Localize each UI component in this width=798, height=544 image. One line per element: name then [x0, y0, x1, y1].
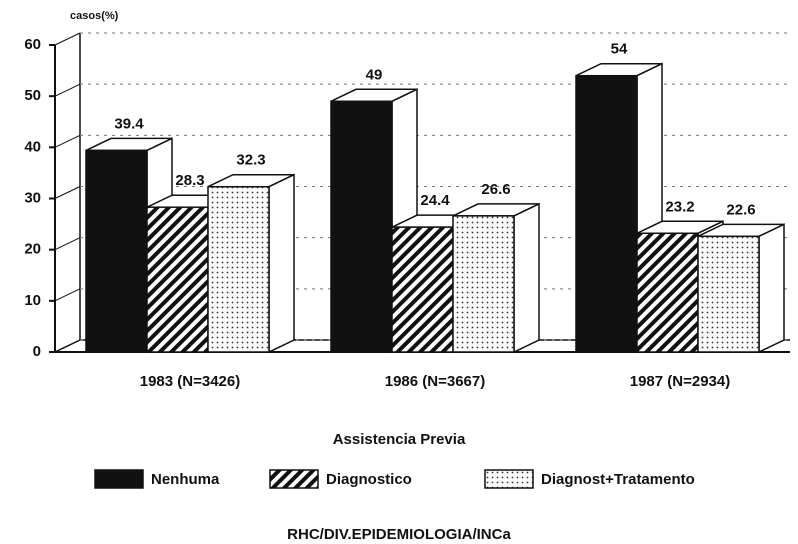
value-label: 26.6 — [481, 181, 510, 198]
legend-swatch — [484, 469, 534, 489]
y-axis-label: casos(%) — [70, 10, 119, 22]
legend-title: Assistencia Previa — [333, 431, 466, 448]
value-label: 49 — [366, 66, 383, 83]
wall-side-grid — [54, 134, 81, 148]
bar — [391, 226, 454, 353]
bar — [330, 100, 393, 353]
x-tick-label: 1986 (N=3667) — [385, 373, 486, 390]
value-label: 32.3 — [236, 152, 265, 169]
bar — [575, 74, 638, 353]
y-tick-label: 20 — [24, 241, 41, 258]
value-label: 24.4 — [420, 192, 450, 209]
wall-side-grid — [54, 186, 81, 199]
value-label: 54 — [611, 41, 628, 58]
x-tick-label: 1983 (N=3426) — [140, 373, 241, 390]
wall-side-grid — [54, 237, 81, 251]
y-tick-label: 0 — [33, 343, 41, 360]
wall-side-grid — [54, 288, 81, 302]
value-label: 28.3 — [175, 172, 204, 189]
y-tick-label: 40 — [24, 138, 41, 155]
legend-label: Diagnostico — [326, 471, 412, 488]
footer: RHC/DIV.EPIDEMIOLOGIA/INCa — [287, 526, 511, 543]
legend-label: Nenhuma — [151, 471, 220, 488]
wall-side-grid — [54, 339, 81, 353]
legend-swatch — [269, 469, 319, 489]
y-tick-label: 10 — [24, 292, 41, 309]
legend-swatch — [94, 469, 144, 489]
bar — [452, 215, 515, 353]
x-tick-label: 1987 (N=2934) — [630, 373, 731, 390]
bar — [146, 206, 209, 353]
bar — [85, 149, 148, 353]
legend-label: Diagnost+Tratamento — [541, 471, 695, 488]
y-tick-label: 30 — [24, 189, 41, 206]
bar-side — [758, 223, 785, 354]
wall-side-grid — [54, 83, 81, 97]
bar — [636, 232, 699, 353]
bar — [697, 235, 760, 353]
value-label: 22.6 — [726, 201, 755, 218]
bar — [207, 185, 270, 353]
value-label: 39.4 — [114, 115, 144, 132]
bar-side — [513, 202, 540, 354]
y-tick-label: 60 — [24, 36, 41, 53]
value-label: 23.2 — [665, 198, 694, 215]
bar-side — [268, 173, 295, 354]
wall-side-grid — [54, 32, 81, 46]
y-tick-label: 50 — [24, 87, 41, 104]
